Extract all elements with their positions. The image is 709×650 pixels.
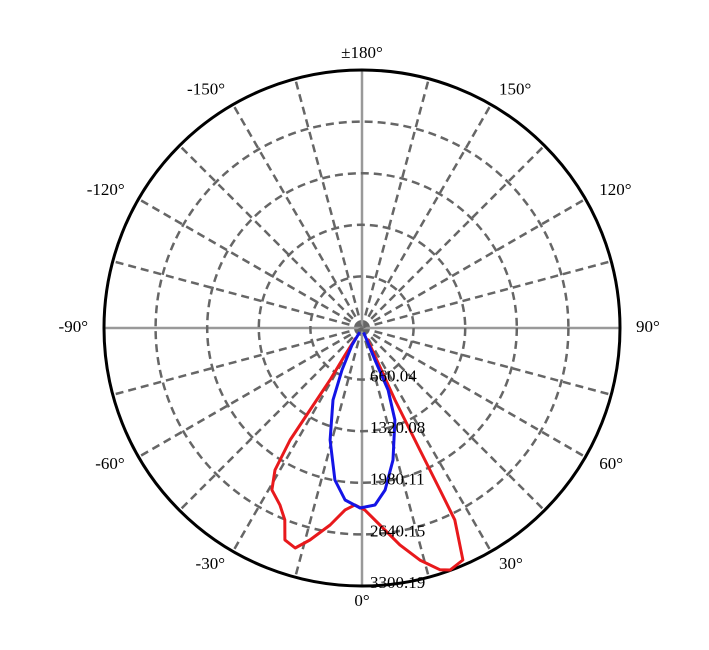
- angle-grid-line: [361, 326, 587, 459]
- angle-tick-label: 150°: [499, 80, 531, 99]
- angle-tick-label: 0°: [354, 591, 369, 610]
- radial-grid-circle: [205, 171, 519, 485]
- angle-grid-line: [137, 197, 363, 330]
- angle-grid-line: [361, 197, 587, 330]
- radial-grid-circle: [154, 120, 570, 536]
- angle-grid-line: [361, 326, 612, 396]
- angle-grid-line: [294, 78, 364, 329]
- angle-tick-label: -120°: [87, 180, 125, 199]
- angle-tick-label: ±180°: [341, 43, 383, 62]
- angle-grid-line: [360, 103, 493, 329]
- angle-grid-line: [231, 103, 364, 329]
- angle-tick-label: 30°: [499, 554, 523, 573]
- radial-grid-circle: [309, 275, 415, 381]
- angle-grid-line: [361, 327, 546, 512]
- angle-grid-line: [178, 327, 363, 512]
- angle-grid-line: [360, 327, 493, 553]
- angle-grid-line: [178, 144, 363, 329]
- series-line: [328, 331, 397, 510]
- angle-tick-label: -30°: [196, 554, 225, 573]
- angle-tick-label: 60°: [599, 454, 623, 473]
- series-line: [270, 337, 465, 572]
- angle-tick-label: 90°: [636, 317, 660, 336]
- outer-circle: [102, 68, 622, 588]
- angle-grid-line: [137, 326, 363, 459]
- angle-tick-label: -60°: [95, 454, 124, 473]
- radial-grid-circle: [257, 223, 467, 433]
- angle-tick-label: -150°: [187, 80, 225, 99]
- angle-grid-line: [112, 326, 363, 396]
- angle-grid-line: [361, 144, 546, 329]
- angle-tick-label: -90°: [59, 317, 88, 336]
- angle-grid-line: [361, 260, 612, 330]
- angle-tick-label: 120°: [599, 180, 631, 199]
- angle-grid-line: [294, 327, 364, 578]
- radial-tick-label: 1980.11: [370, 470, 425, 489]
- angle-grid-line: [360, 327, 430, 578]
- radial-tick-label: 660.04: [370, 367, 417, 386]
- angle-grid-line: [360, 78, 430, 329]
- radial-tick-label: 1320.08: [370, 418, 425, 437]
- angle-grid-line: [112, 260, 363, 330]
- radial-tick-label: 3300.19: [370, 573, 425, 592]
- radial-tick-label: 2640.15: [370, 521, 425, 540]
